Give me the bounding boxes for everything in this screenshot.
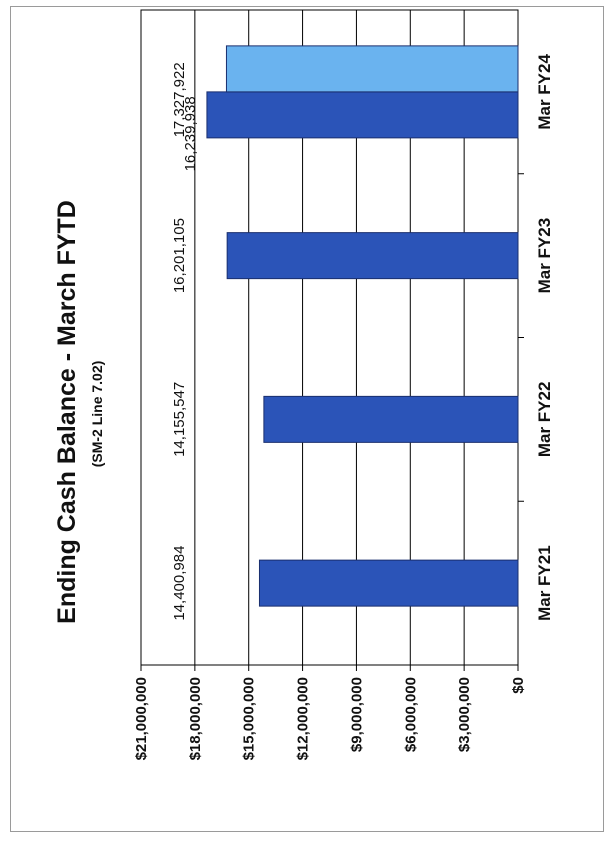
tick-label: $6,000,000 (402, 677, 419, 752)
data-labels: 14,400,984 14,155,547 16,201,105 17,327,922… (171, 62, 199, 620)
category-label: Mar FY22 (535, 382, 554, 458)
tick-label: $12,000,000 (295, 677, 312, 760)
tick-label: $18,000,000 (187, 677, 204, 760)
category-label: Mar FY21 (535, 545, 554, 621)
data-label: 17,327,922 (171, 62, 188, 137)
data-label: 16,239,938 (182, 96, 199, 171)
bar-mar-fy22 (263, 395, 519, 443)
tick-label: $3,000,000 (456, 677, 473, 752)
tick-label: $0 (510, 677, 527, 694)
bar-mar-fy23 (226, 232, 519, 280)
category-label: Mar FY23 (535, 218, 554, 294)
data-label: 14,400,984 (171, 546, 188, 621)
chart-title: Ending Cash Balance - March FYTD (53, 200, 81, 624)
tick-label: $21,000,000 (133, 677, 150, 760)
bar-mar-fy24 (225, 45, 519, 93)
value-axis-ticks: $0 $3,000,000 $6,000,000 $9,000,000 $12,000,… (133, 665, 527, 760)
tick-label: $15,000,000 (241, 677, 258, 760)
data-label: 14,155,547 (171, 382, 188, 457)
category-label: Mar FY24 (535, 54, 554, 130)
chart-subtitle: (SM-2 Line 7.02) (89, 361, 105, 468)
bar-mar-fy24 (206, 91, 519, 139)
tick-label: $9,000,000 (348, 677, 365, 752)
bars (206, 45, 519, 607)
data-label: 16,201,105 (171, 218, 188, 293)
category-axis-labels: Mar FY21 Mar FY22 Mar FY23 Mar FY24 (518, 54, 554, 621)
bar-mar-fy21 (258, 559, 519, 607)
